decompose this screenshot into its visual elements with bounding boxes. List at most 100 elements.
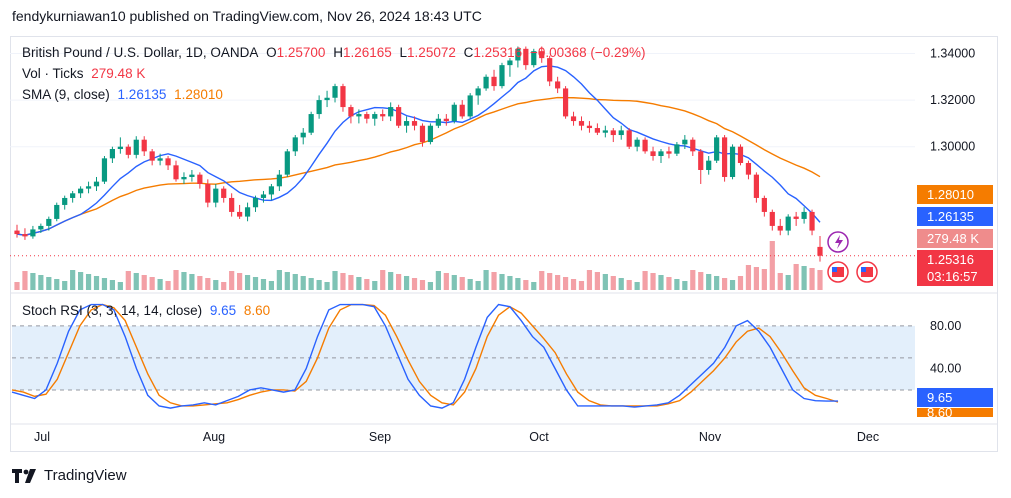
volume-bar	[451, 275, 457, 290]
sma-slow-line	[16, 96, 821, 236]
footer-brand[interactable]: TradingView	[12, 467, 127, 484]
stoch-tick-label: 80.00	[930, 319, 961, 333]
volume-bar	[761, 269, 767, 290]
volume-bar	[205, 278, 211, 290]
candle-body	[284, 151, 290, 175]
candle-body	[356, 114, 362, 117]
candle-body	[555, 81, 561, 89]
candle-body	[523, 48, 529, 66]
candle-body	[189, 174, 195, 177]
volume-bar	[46, 277, 52, 290]
last-price-box: 1.25316 03:16:57	[917, 250, 993, 286]
bar-countdown: 03:16:57	[927, 269, 978, 284]
volume-bar	[809, 268, 815, 290]
volume-bar	[411, 278, 418, 290]
volume-bar	[801, 266, 807, 290]
volume-bar	[244, 275, 251, 290]
candle-body	[769, 211, 775, 226]
candle-body	[666, 151, 672, 154]
publisher-line: fendykurniawan10 published on TradingVie…	[12, 8, 482, 24]
candle-body	[411, 121, 418, 126]
candle-body	[475, 88, 481, 96]
high-value: 1.26165	[342, 45, 392, 60]
volume-bar	[682, 281, 688, 290]
candle-body	[729, 146, 736, 177]
candle-body	[22, 234, 28, 237]
candle-body	[292, 137, 298, 152]
volume-bar	[30, 273, 36, 290]
stoch-legend: Stoch RSI (3, 3, 14, 14, close) 9.65 8.6…	[22, 303, 274, 318]
candle-body	[308, 114, 314, 133]
stoch-d-line	[11, 303, 839, 407]
low-label: L	[399, 45, 408, 60]
volume-bar	[817, 270, 823, 290]
volume-bar	[594, 272, 600, 290]
volume-bar	[403, 276, 410, 290]
flag-stripes-icon	[832, 267, 844, 277]
high-label: H	[333, 45, 343, 60]
candle-body	[30, 229, 36, 237]
candle-body	[491, 76, 497, 87]
candle-body	[690, 139, 696, 152]
volume-bar	[618, 278, 624, 290]
candle-body	[316, 100, 322, 115]
volume-bar	[491, 272, 497, 290]
volume-bar	[62, 281, 68, 290]
volume-bar	[252, 277, 259, 290]
time-tick-label: Sep	[369, 430, 391, 444]
candle-body	[324, 97, 330, 101]
volume-bar	[117, 282, 123, 290]
volume-bar	[14, 282, 20, 290]
low-value: 1.25072	[407, 45, 456, 60]
candle-body	[642, 139, 648, 152]
candle-body	[396, 107, 402, 126]
stoch-d-price-box: 8.60	[917, 408, 993, 417]
volume-bar	[388, 272, 394, 290]
candle-body	[101, 158, 108, 182]
volume-bar	[165, 281, 171, 290]
candle-body	[70, 193, 76, 198]
candle-body	[38, 225, 44, 230]
close-label: C	[463, 45, 474, 60]
candle-body	[801, 211, 807, 219]
volume-bar	[721, 278, 728, 290]
time-tick-label: Oct	[529, 430, 549, 444]
volume-legend: Vol · Ticks 279.48 K	[22, 66, 149, 81]
candle-body	[388, 107, 394, 117]
candle-body	[93, 181, 100, 187]
volume-bar	[70, 270, 76, 290]
volume-bar	[714, 276, 720, 290]
candle-body	[276, 174, 282, 187]
time-tick-label: Jul	[34, 430, 50, 444]
candle-body	[499, 65, 505, 87]
volume-bar	[133, 273, 139, 290]
candle-body	[674, 144, 680, 154]
stoch-label: Stoch RSI (3, 3, 14, 14, close)	[22, 303, 203, 318]
volume-bar	[356, 277, 362, 290]
volume-bar	[22, 271, 28, 290]
price-tick-label: 1.32000	[930, 93, 975, 107]
price-tick-label: 1.30000	[930, 140, 975, 154]
candle-body	[268, 186, 275, 195]
sma-legend: SMA (9, close) 1.26135 1.28010	[22, 87, 227, 102]
candle-body	[165, 158, 171, 166]
volume-bar	[690, 270, 696, 290]
candle-body	[443, 118, 449, 122]
volume-bar	[507, 276, 513, 290]
stoch-k-line	[11, 303, 838, 409]
candle-body	[539, 51, 545, 59]
volume-bar	[396, 274, 402, 290]
candle-body	[173, 165, 179, 180]
volume-bar	[650, 273, 656, 290]
candle-body	[229, 197, 235, 212]
volume-bar	[38, 275, 44, 290]
volume-bar	[626, 280, 632, 290]
volume-bar	[197, 276, 203, 290]
symbol-legend: British Pound / U.S. Dollar, 1D, OANDA O…	[22, 45, 650, 60]
candle-body	[85, 186, 92, 189]
candle-body	[483, 76, 489, 89]
volume-bar	[364, 279, 370, 290]
volume-bar	[372, 281, 378, 290]
volume-bar	[125, 271, 131, 290]
